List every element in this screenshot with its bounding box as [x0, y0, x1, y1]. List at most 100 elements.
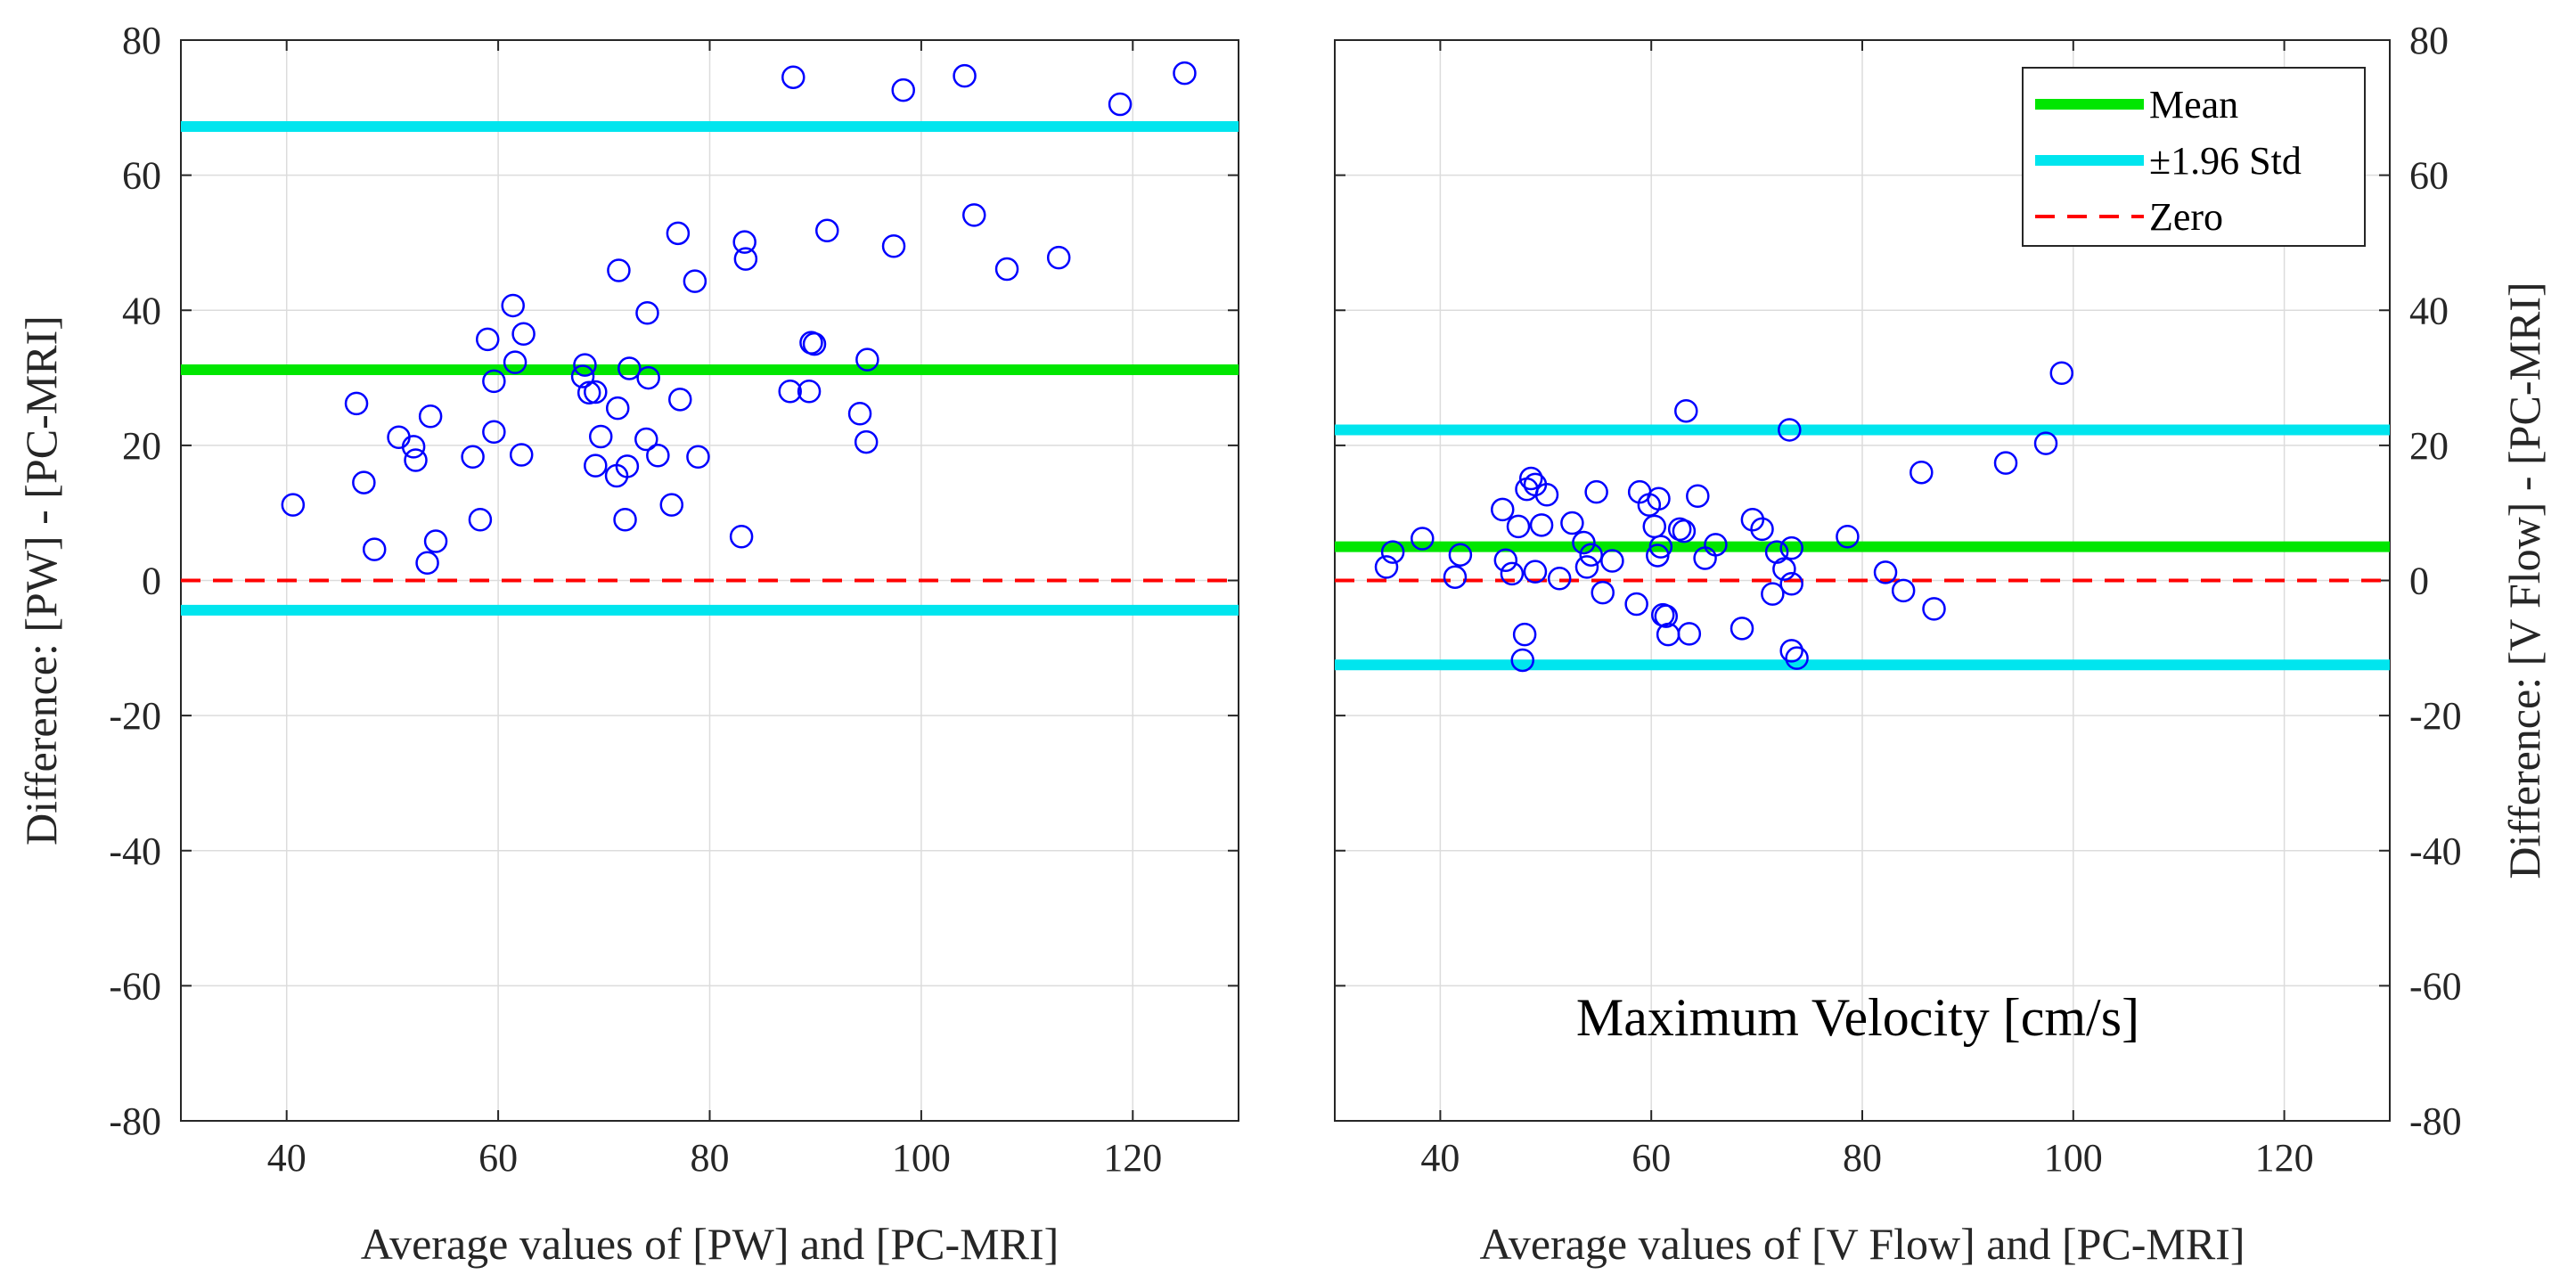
data-point: [1674, 398, 1698, 423]
data-point: [781, 65, 806, 89]
data-point: [1374, 555, 1399, 579]
data-point: [1572, 530, 1596, 555]
data-point: [1730, 617, 1754, 641]
data-point: [1672, 519, 1697, 543]
y-tick-label: 20: [122, 424, 161, 468]
data-point: [1648, 535, 1673, 559]
data-point: [1779, 535, 1803, 560]
panel-annotation: Maximum Velocity [cm/s]: [1576, 988, 2139, 1047]
y-axis-label: Difference: [PW] - [PC-MRI]: [16, 315, 66, 846]
data-point: [1772, 557, 1796, 581]
data-point: [482, 420, 506, 444]
data-point: [577, 380, 601, 405]
y-tick-label: 60: [2409, 154, 2449, 198]
y-tick-label: 0: [2409, 560, 2429, 603]
y-tick-label: -80: [2409, 1099, 2462, 1143]
data-point: [1547, 566, 1572, 591]
left-panel: 40 60 80 100 120 -80 -60 -40 -20 0 20 40 60 80 Average…: [16, 19, 1239, 1269]
data-point: [732, 230, 756, 254]
x-tick-label: 120: [1103, 1136, 1162, 1180]
data-point: [778, 379, 802, 404]
x-tick-label: 60: [1631, 1136, 1671, 1180]
data-point: [461, 445, 485, 470]
data-point: [634, 427, 658, 452]
x-axis-label: Average values of [V Flow] and [PC-MRI]: [1479, 1219, 2245, 1269]
data-point: [588, 424, 613, 449]
x-tick-label: 60: [478, 1136, 518, 1180]
data-point: [511, 322, 536, 347]
y-tick-label: 80: [2409, 19, 2449, 62]
y-tick-label: -60: [2409, 964, 2462, 1008]
data-point: [2049, 361, 2074, 386]
x-axis-label: Average values of [PW] and [PC-MRI]: [361, 1219, 1059, 1269]
data-point: [1922, 597, 1946, 621]
y-tick-label: 20: [2409, 424, 2449, 468]
data-point: [404, 448, 428, 472]
data-point: [615, 454, 640, 478]
data-point: [1529, 513, 1554, 537]
data-point: [1173, 61, 1197, 86]
data-point: [1704, 533, 1728, 557]
data-point: [613, 508, 637, 532]
data-point: [281, 493, 306, 517]
data-point: [1750, 517, 1774, 542]
data-point: [1647, 486, 1671, 511]
data-point: [683, 269, 707, 293]
data-point: [573, 353, 597, 377]
y-axis-label: Difference: [V Flow] - [PC-MRI]: [2499, 282, 2549, 878]
data-point: [1493, 548, 1518, 573]
data-point: [617, 356, 642, 380]
data-point: [1534, 482, 1559, 507]
data-point: [1512, 622, 1537, 647]
data-point: [1654, 604, 1679, 628]
data-point: [1600, 549, 1624, 573]
data-point: [646, 443, 670, 468]
data-point: [482, 369, 506, 394]
data-point: [1579, 543, 1603, 567]
data-point: [1785, 646, 1809, 670]
legend-label-std: ±1.96 Std: [2149, 139, 2302, 183]
data-point: [994, 257, 1019, 282]
data-point: [1491, 497, 1515, 522]
data-point: [854, 429, 879, 454]
data-point: [1448, 543, 1473, 567]
data-point: [1778, 418, 1802, 442]
data-point: [815, 218, 839, 243]
data-point: [797, 379, 822, 404]
legend-label-mean: Mean: [2149, 83, 2238, 127]
y-tick-label: -60: [109, 964, 161, 1008]
data-point: [962, 203, 986, 227]
data-point: [570, 364, 595, 388]
y-tick-label: -80: [109, 1099, 161, 1143]
x-tick-label: 80: [691, 1136, 730, 1180]
y-tick-label: 60: [122, 154, 161, 198]
data-point: [344, 391, 369, 416]
x-tick-label: 120: [2255, 1136, 2314, 1180]
data-point: [475, 327, 500, 352]
data-point: [501, 293, 525, 318]
data-point: [733, 247, 758, 271]
data-point: [1443, 565, 1468, 589]
data-point: [1500, 561, 1525, 586]
data-point: [423, 529, 448, 553]
legend-label-zero: Zero: [2149, 195, 2223, 239]
data-point: [468, 508, 493, 532]
data-point: [415, 551, 439, 576]
data-point: [1411, 527, 1435, 551]
data-point: [1046, 245, 1071, 270]
data-point: [881, 233, 906, 258]
data-point: [584, 380, 608, 405]
y-tick-label: 0: [142, 560, 161, 603]
y-tick-label: -20: [109, 694, 161, 738]
right-panel: 40 60 80 100 120 -80 -60 -40 -20 0 20 40 60 80 Average…: [1334, 19, 2549, 1269]
data-point: [1677, 622, 1702, 646]
data-point: [584, 454, 608, 478]
data-point: [1993, 451, 2018, 475]
data-point: [1523, 560, 1548, 584]
data-point: [1591, 580, 1615, 605]
data-point: [1740, 508, 1765, 532]
data-point: [891, 78, 915, 102]
y-tick-label: 40: [2409, 289, 2449, 332]
data-point: [509, 443, 534, 467]
